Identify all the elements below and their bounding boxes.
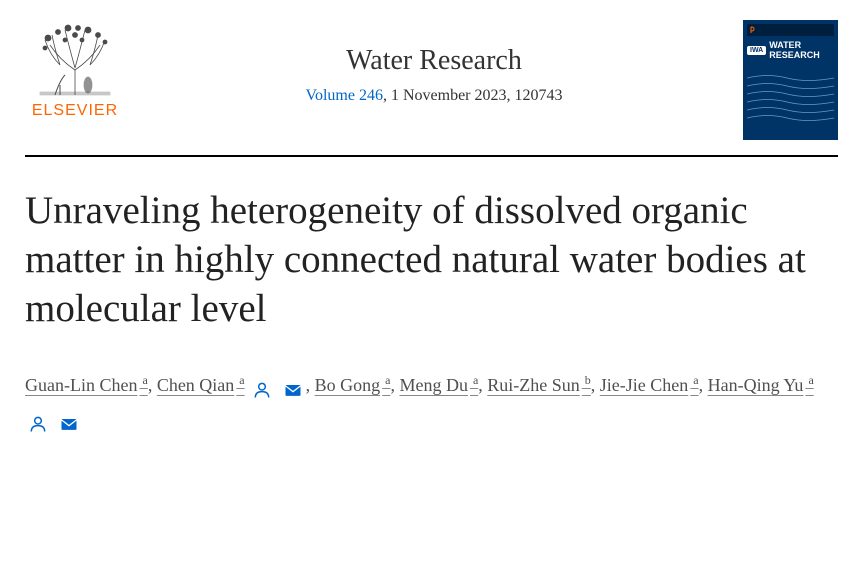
- author-name[interactable]: Han-Qing Yu a: [708, 375, 814, 395]
- author-separator: ,: [591, 375, 600, 395]
- author-affiliation: b: [582, 373, 591, 387]
- person-icon[interactable]: [28, 411, 48, 431]
- author-list: Guan-Lin Chen a, Chen Qian a , Bo Gong a…: [25, 368, 838, 436]
- author-separator: ,: [306, 375, 315, 395]
- mail-icon[interactable]: [283, 377, 303, 397]
- author-affiliation: a: [139, 373, 147, 387]
- author-name[interactable]: Guan-Lin Chen a: [25, 375, 148, 395]
- cover-title-line1: WATER: [769, 40, 820, 50]
- author-affiliation: a: [690, 373, 698, 387]
- author-separator: ,: [148, 375, 157, 395]
- journal-cover[interactable]: IWA WATER RESEARCH: [743, 20, 838, 140]
- cover-waves-graphic: [747, 68, 834, 128]
- volume-info: Volume 246, 1 November 2023, 120743: [125, 87, 743, 105]
- journal-name[interactable]: Water Research: [125, 45, 743, 77]
- author-affiliation: a: [236, 373, 244, 387]
- author-name[interactable]: Chen Qian a: [157, 375, 245, 395]
- issue-date-text: , 1 November 2023, 120743: [383, 87, 563, 104]
- author-name[interactable]: Jie-Jie Chen a: [600, 375, 699, 395]
- publisher-logo[interactable]: ELSEVIER: [25, 20, 125, 120]
- cover-header-bar: [747, 24, 834, 36]
- author-separator: ,: [699, 375, 708, 395]
- article-title: Unraveling heterogeneity of dissolved or…: [25, 187, 838, 333]
- cover-title: IWA WATER RESEARCH: [747, 40, 834, 60]
- author-name[interactable]: Rui-Zhe Sun b: [487, 375, 591, 395]
- cover-title-line2: RESEARCH: [769, 50, 820, 60]
- journal-info: Water Research Volume 246, 1 November 20…: [125, 20, 743, 105]
- volume-link[interactable]: Volume 246: [305, 87, 382, 104]
- author-separator: ,: [478, 375, 487, 395]
- article-header: ELSEVIER Water Research Volume 246, 1 No…: [25, 20, 838, 140]
- publisher-name: ELSEVIER: [32, 102, 118, 120]
- iwa-badge: IWA: [747, 46, 766, 55]
- mail-icon[interactable]: [59, 411, 79, 431]
- header-divider: [25, 155, 838, 157]
- author-affiliation: a: [805, 373, 813, 387]
- author-name[interactable]: Bo Gong a: [315, 375, 391, 395]
- person-icon[interactable]: [252, 377, 272, 397]
- elsevier-tree-icon: [30, 20, 120, 100]
- author-name[interactable]: Meng Du a: [399, 375, 478, 395]
